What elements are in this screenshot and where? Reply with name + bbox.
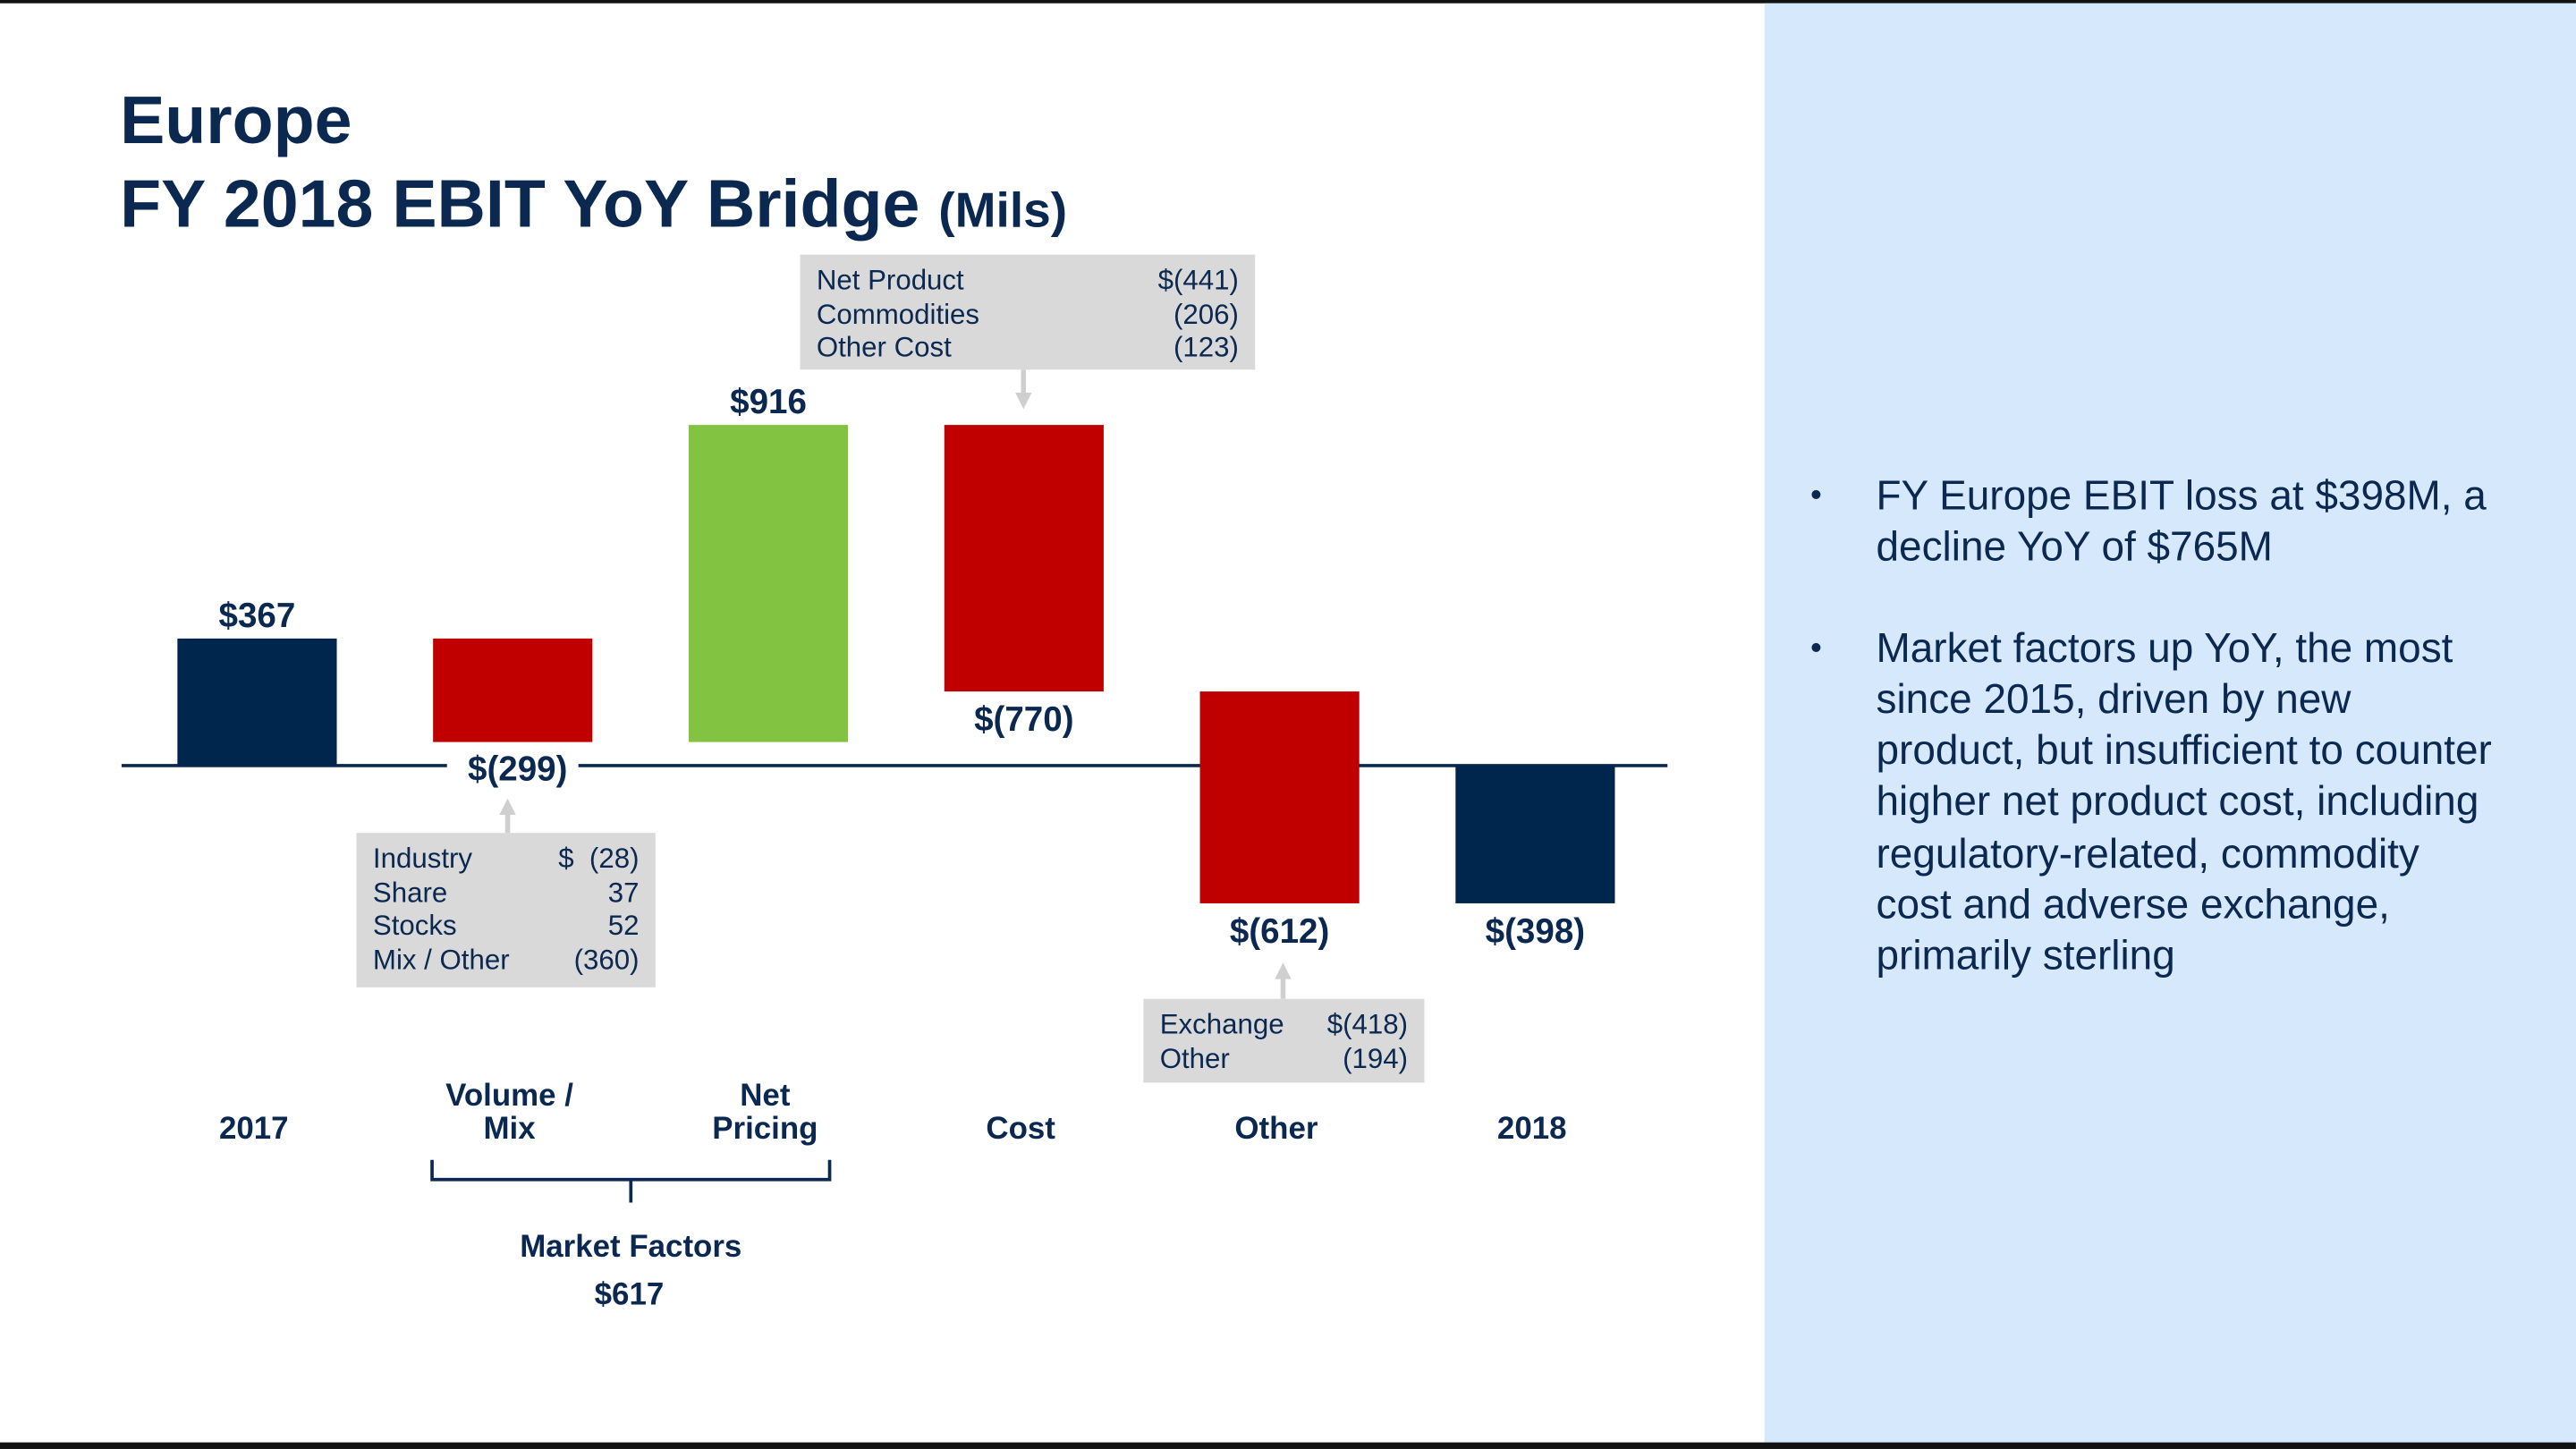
callout-label: Industry <box>372 843 473 875</box>
group-bracket <box>430 1159 832 1203</box>
callout-value: 37 <box>607 876 640 908</box>
callout-label: Other Cost <box>816 332 952 363</box>
arrow-head-icon <box>1275 962 1292 979</box>
callout-row: Share 37 <box>373 877 640 911</box>
bar-volume-mix <box>433 638 593 742</box>
bullet-item: • Market factors up YoY, the most since 2… <box>1810 623 2500 983</box>
bullet-item: • FY Europe EBIT loss at $398M, a decline… <box>1810 471 2500 574</box>
callout-value: $ (28) <box>558 843 640 875</box>
callout-row: Net Product $(441) <box>817 265 1239 299</box>
top-border <box>0 0 2576 4</box>
bar-2017 <box>177 638 337 766</box>
callout-volume-mix-breakdown: Industry $ (28) Share 37 Stocks 52 Mix / Other… <box>356 833 656 987</box>
callout-value: $(418) <box>1326 1008 1409 1040</box>
group-value: $617 <box>595 1276 665 1311</box>
label-backdrop <box>446 742 579 789</box>
group-label: Market Factors <box>520 1229 741 1264</box>
arrow-head-icon <box>1015 392 1032 410</box>
bullet-icon: • <box>1810 630 1822 666</box>
callout-row: Other Cost (123) <box>817 332 1239 366</box>
title-unit: (Mils) <box>938 183 1068 239</box>
category-label: Pricing <box>712 1111 818 1146</box>
callout-label: Exchange <box>1159 1008 1284 1040</box>
callout-label: Share <box>372 876 448 908</box>
callout-value: $(441) <box>1157 264 1239 296</box>
data-label: $367 <box>219 597 296 635</box>
category-label: 2017 <box>219 1111 289 1146</box>
bottom-border <box>0 1442 2576 1449</box>
callout-row: Commodities (206) <box>817 298 1239 332</box>
callout-row: Mix / Other (360) <box>373 944 640 978</box>
bullet-list: • FY Europe EBIT loss at $398M, a decline… <box>1810 471 2500 1033</box>
bar-2018 <box>1455 765 1615 903</box>
callout-value: 52 <box>607 910 640 942</box>
callout-value: (123) <box>1173 332 1239 363</box>
arrow-head-icon <box>499 798 516 816</box>
slide-title-region: Europe <box>120 81 352 158</box>
data-label: $(770) <box>974 700 1073 739</box>
callout-value: (206) <box>1173 298 1239 330</box>
commentary-panel <box>1764 3 2576 1443</box>
callout-row: Exchange $(418) <box>1160 1009 1408 1043</box>
category-label: Volume / <box>445 1078 573 1113</box>
callout-label: Other <box>1159 1042 1230 1074</box>
callout-label: Stocks <box>372 910 457 942</box>
bullet-text: Market factors up YoY, the most since 20… <box>1876 625 2492 980</box>
callout-row: Other (194) <box>1160 1042 1408 1076</box>
callout-label: Commodities <box>816 298 980 330</box>
bar-net-pricing <box>688 425 849 742</box>
category-label: Other <box>1234 1111 1318 1146</box>
data-label: $916 <box>730 383 807 421</box>
callout-label: Mix / Other <box>372 944 510 976</box>
callout-cost-breakdown: Net Product $(441) Commodities (206) Other C… <box>800 254 1256 370</box>
category-label: 2018 <box>1497 1111 1567 1146</box>
title-text: FY 2018 EBIT YoY Bridge <box>120 165 920 242</box>
data-label: $(299) <box>468 750 567 788</box>
callout-other-breakdown: Exchange $(418) Other (194) <box>1143 998 1425 1083</box>
callout-value: (360) <box>573 944 640 976</box>
category-label: Net <box>740 1078 791 1113</box>
bar-cost <box>944 425 1104 692</box>
bullet-icon: • <box>1810 478 1822 514</box>
data-label: $(612) <box>1230 912 1329 951</box>
callout-row: Industry $ (28) <box>373 843 640 877</box>
category-label: Mix <box>483 1111 536 1146</box>
bar-other <box>1199 691 1360 903</box>
slide-title: FY 2018 EBIT YoY Bridge (Mils) <box>120 166 1067 243</box>
category-label: Cost <box>986 1111 1055 1146</box>
callout-value: (194) <box>1343 1042 1409 1074</box>
bullet-text: FY Europe EBIT loss at $398M, a decline … <box>1876 472 2487 571</box>
callout-row: Stocks 52 <box>373 911 640 945</box>
data-label: $(398) <box>1486 912 1585 951</box>
callout-label: Net Product <box>816 264 964 296</box>
